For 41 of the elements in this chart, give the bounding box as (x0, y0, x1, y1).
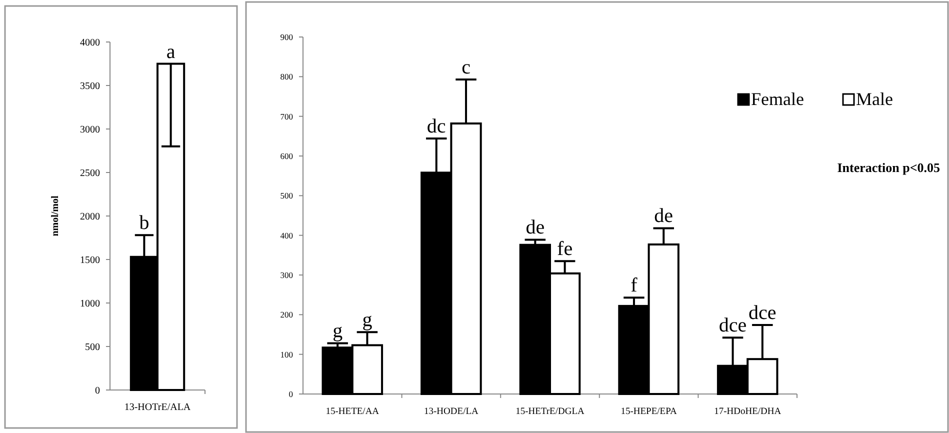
x-tick-label: 15-HETrE/DGLA (516, 407, 585, 417)
data-label: f (630, 274, 638, 297)
data-label: de (526, 216, 545, 239)
y-tick-label: 400 (280, 230, 293, 240)
y-tick-label: 2000 (80, 212, 100, 222)
y-tick-label: 500 (280, 190, 293, 201)
y-tick-label: 200 (280, 310, 293, 320)
y-tick-label: 700 (280, 111, 293, 122)
y-tick-label: 3500 (80, 81, 100, 92)
x-tick-label: 15-HETE/AA (326, 407, 380, 417)
y-tick-label: 2500 (80, 168, 100, 179)
data-label: g (362, 309, 372, 332)
y-tick-label: 500 (85, 342, 100, 353)
y-tick-label: 0 (95, 386, 100, 396)
y-tick-label: 3000 (80, 124, 100, 136)
data-label: a (166, 40, 176, 63)
y-tick-label: 0 (288, 388, 293, 399)
x-tick-label: 13-HOTrE/ALA (124, 402, 192, 413)
data-label: b (139, 212, 150, 234)
data-label: de (654, 205, 674, 228)
y-tick-label: 4000 (80, 38, 100, 48)
legend-label: Female (751, 89, 804, 109)
data-label: fe (557, 238, 573, 260)
data-label: dce (718, 314, 747, 337)
y-tick-label: 1500 (80, 255, 100, 266)
y-axis-title: nmol/mol (50, 196, 61, 236)
x-tick-label: 13-HODE/LA (424, 407, 479, 417)
data-label: c (462, 56, 471, 78)
y-tick-label: 900 (280, 32, 293, 42)
y-tick-label: 300 (280, 270, 293, 280)
y-tick-label: 1000 (80, 298, 100, 310)
legend-label: Male (856, 89, 893, 109)
data-label: dce (748, 302, 776, 324)
y-tick-label: 800 (280, 72, 293, 82)
x-tick-label: 17-HDoHE/DHA (714, 407, 782, 417)
data-label: dc (426, 116, 446, 138)
data-label: g (332, 320, 343, 342)
y-tick-label: 600 (280, 150, 293, 161)
y-tick-label: 100 (280, 349, 293, 360)
text: Interaction p<0.05 (837, 160, 940, 175)
x-tick-label: 15-HEPE/EPA (620, 407, 677, 417)
